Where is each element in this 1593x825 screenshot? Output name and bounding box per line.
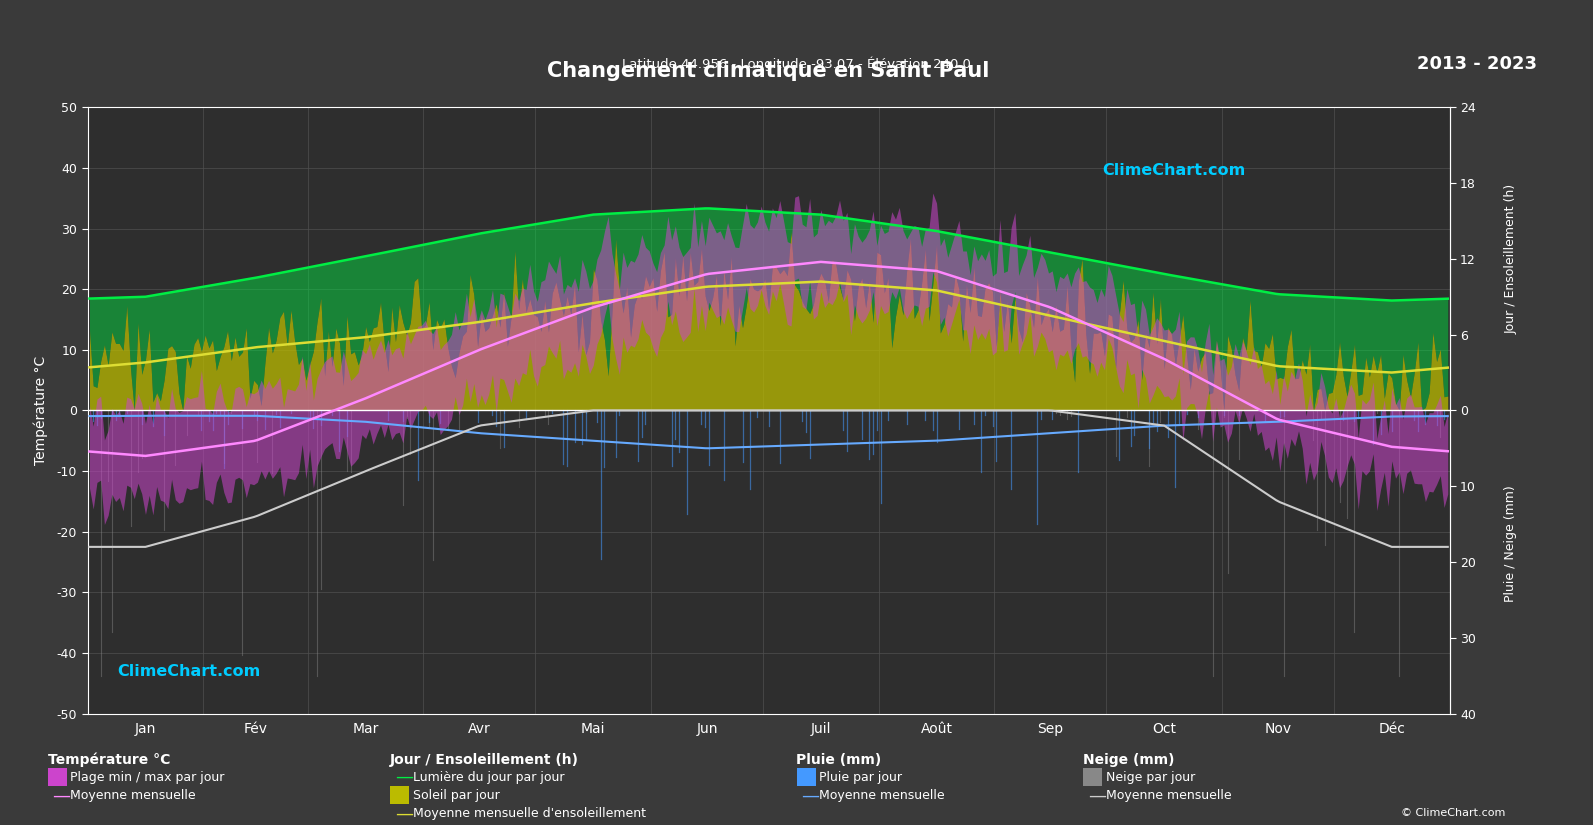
Text: Pluie / Neige (mm): Pluie / Neige (mm) — [1504, 485, 1518, 602]
Text: Pluie (mm): Pluie (mm) — [796, 753, 883, 766]
Text: —: — — [395, 768, 413, 786]
Text: 2013 - 2023: 2013 - 2023 — [1418, 54, 1537, 73]
Text: © ClimeChart.com: © ClimeChart.com — [1400, 808, 1505, 818]
Y-axis label: Température °C: Température °C — [33, 356, 48, 465]
Text: —: — — [801, 786, 819, 804]
Text: —: — — [395, 804, 413, 823]
Text: —: — — [1088, 786, 1106, 804]
Text: Latitude 44.956 - Longitude -93.07 - Élévation 240.0: Latitude 44.956 - Longitude -93.07 - Élé… — [621, 56, 972, 71]
Title: Changement climatique en Saint Paul: Changement climatique en Saint Paul — [548, 61, 989, 81]
Text: Moyenne mensuelle: Moyenne mensuelle — [70, 789, 196, 802]
Text: —: — — [53, 786, 70, 804]
Text: Neige par jour: Neige par jour — [1106, 771, 1195, 784]
Text: Neige (mm): Neige (mm) — [1083, 753, 1174, 766]
Text: Lumière du jour par jour: Lumière du jour par jour — [413, 771, 564, 784]
Text: Moyenne mensuelle: Moyenne mensuelle — [1106, 789, 1231, 802]
Text: ClimeChart.com: ClimeChart.com — [1102, 163, 1246, 178]
Text: Moyenne mensuelle: Moyenne mensuelle — [819, 789, 945, 802]
Text: Pluie par jour: Pluie par jour — [819, 771, 902, 784]
Text: Jour / Ensoleillement (h): Jour / Ensoleillement (h) — [1504, 184, 1518, 334]
Text: Plage min / max par jour: Plage min / max par jour — [70, 771, 225, 784]
Text: Moyenne mensuelle d'ensoleillement: Moyenne mensuelle d'ensoleillement — [413, 807, 645, 820]
Text: Soleil par jour: Soleil par jour — [413, 789, 499, 802]
Text: Jour / Ensoleillement (h): Jour / Ensoleillement (h) — [390, 753, 580, 766]
Text: Température °C: Température °C — [48, 752, 170, 767]
Text: ClimeChart.com: ClimeChart.com — [118, 663, 261, 679]
